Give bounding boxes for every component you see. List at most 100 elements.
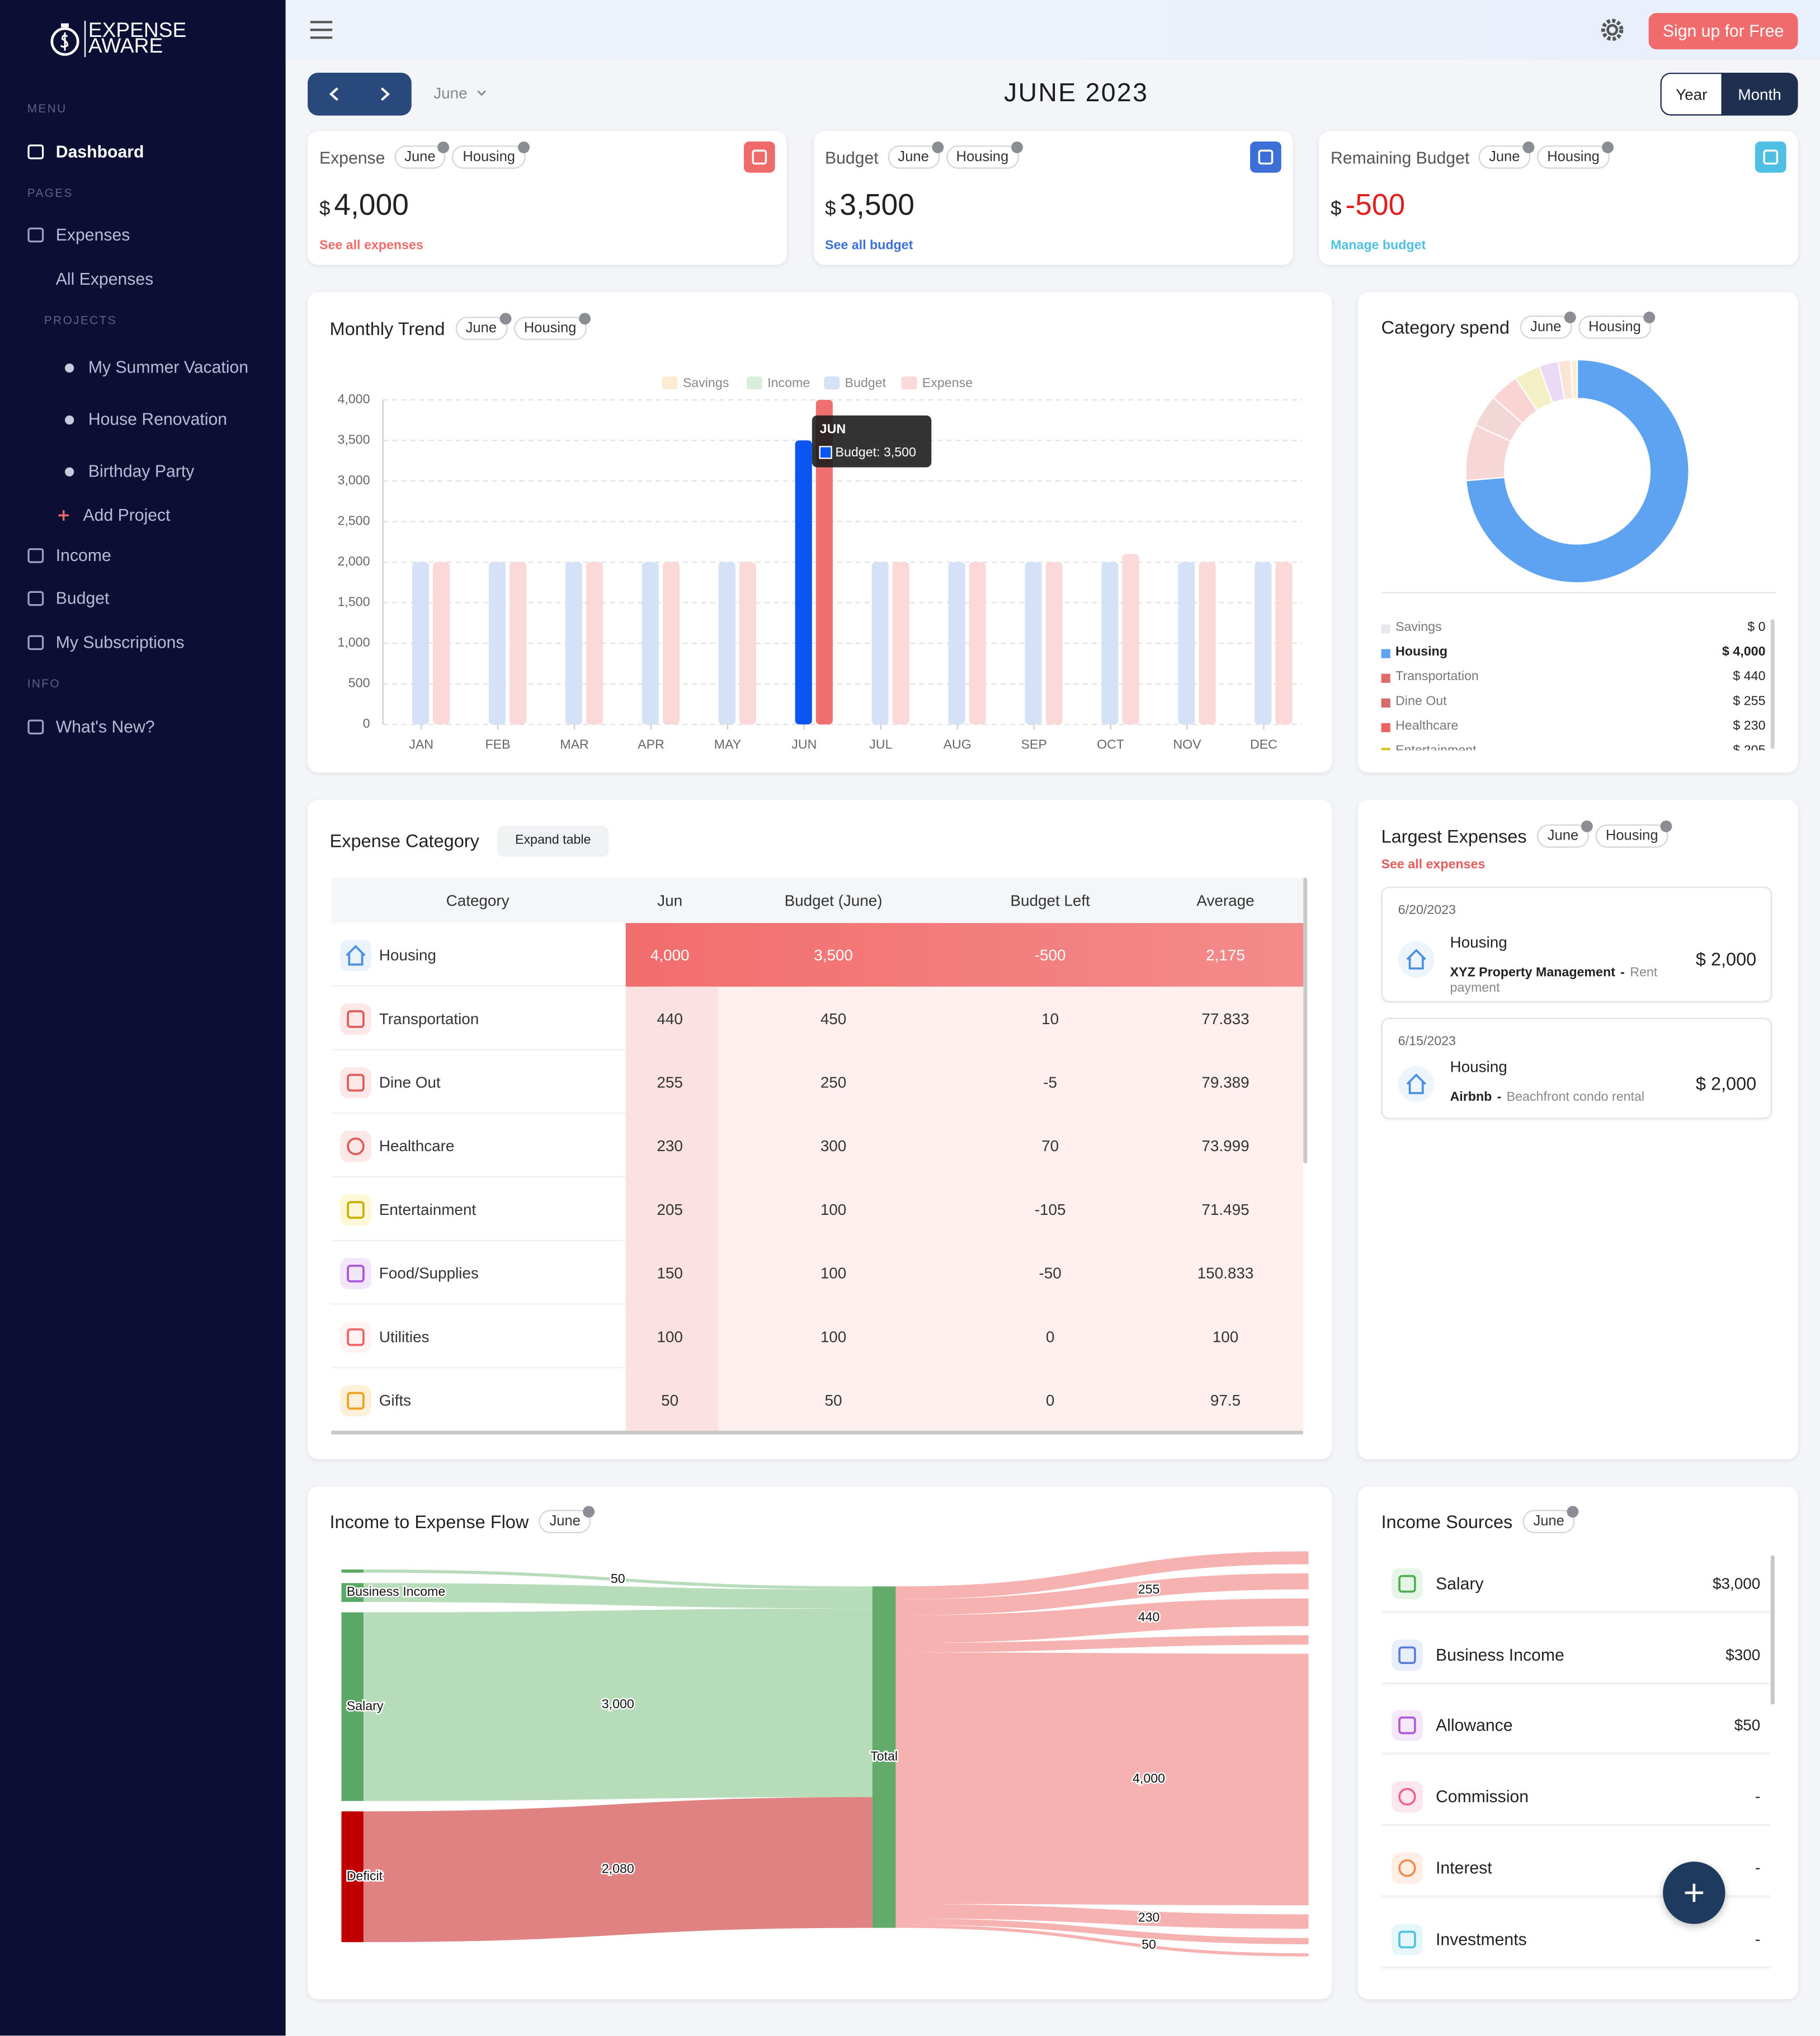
glyph xyxy=(1763,149,1779,165)
legend-label: Entertainment xyxy=(1395,744,1477,751)
tooltip-title: JUN xyxy=(820,421,846,436)
filter-chip[interactable]: June xyxy=(394,141,450,169)
nav-item[interactable]: Budget xyxy=(55,588,110,608)
legend-swatch xyxy=(901,376,917,390)
divider xyxy=(1381,592,1776,593)
card-link[interactable]: Manage budget xyxy=(1330,239,1426,253)
card-icon xyxy=(1249,141,1281,173)
filter-chip[interactable]: Housing xyxy=(1578,312,1656,339)
category-icon xyxy=(340,1002,371,1034)
filter-chip[interactable]: June xyxy=(455,313,511,341)
currency: $ xyxy=(824,197,836,220)
source-row[interactable]: Commission - xyxy=(1381,1768,1771,1826)
add-button[interactable] xyxy=(1663,1861,1725,1924)
add-icon xyxy=(58,510,69,521)
source-node xyxy=(341,1811,364,1943)
source-icon xyxy=(1392,1710,1423,1742)
legend-swatch xyxy=(662,376,678,390)
link-label: 230 xyxy=(1138,1910,1160,1924)
source-icon-bg xyxy=(1392,1568,1423,1600)
jun-cell xyxy=(625,1177,718,1241)
menu-button xyxy=(310,21,333,39)
filter-chip[interactable]: Housing xyxy=(945,141,1024,169)
flow-link xyxy=(895,1573,1309,1615)
nav-item[interactable]: Add Project xyxy=(83,505,171,525)
currency: $ xyxy=(1330,197,1342,220)
nav-item[interactable]: All Expenses xyxy=(55,268,154,289)
nav-item[interactable]: Income xyxy=(55,545,111,565)
card-label: Remaining Budget xyxy=(1330,147,1470,167)
summary-card: Remaining Budget June Housing $ -500 Manage b… xyxy=(1319,131,1798,265)
source-icon-bg xyxy=(1392,1710,1423,1742)
category-icon-glyph xyxy=(347,1073,365,1091)
filter-chip[interactable]: Housing xyxy=(452,141,530,169)
y-tick-label: 2,000 xyxy=(337,554,370,568)
project-item[interactable]: My Summer Vacation xyxy=(88,357,248,377)
nav-item[interactable]: Dashboard xyxy=(55,142,144,162)
expand-button[interactable]: Expand table xyxy=(497,826,609,857)
card-header: Largest Expenses June Housing xyxy=(1381,820,1673,848)
year-toggle[interactable]: Year xyxy=(1660,72,1723,116)
amount: -500 xyxy=(1345,187,1406,221)
filter-chip[interactable]: June xyxy=(1478,141,1534,169)
x-tick-label: SEP xyxy=(1021,737,1046,751)
filter-chip[interactable]: Housing xyxy=(1595,820,1673,848)
month-toggle[interactable]: Month xyxy=(1721,72,1798,116)
filter-chip[interactable]: Housing xyxy=(1536,141,1615,169)
nav-item[interactable]: My Subscriptions xyxy=(55,632,185,652)
x-tick-label: JAN xyxy=(409,737,433,751)
table-header xyxy=(331,877,1304,923)
filter-chip[interactable]: June xyxy=(539,1506,595,1534)
expense-item[interactable]: 6/20/2023 Housing XYZ Property Management -… xyxy=(1381,887,1772,1002)
project-item[interactable]: Birthday Party xyxy=(88,461,195,481)
bar xyxy=(815,399,833,725)
filter-chip[interactable]: June xyxy=(887,141,943,169)
table-cell: 100 xyxy=(820,1264,847,1282)
topbar xyxy=(285,0,1820,60)
source-icon-glyph xyxy=(1398,1859,1416,1877)
source-row[interactable]: Interest - xyxy=(1381,1839,1771,1897)
signup-button[interactable]: Sign up for Free xyxy=(1648,13,1798,50)
amount: 3,500 xyxy=(840,187,914,221)
filter-chip[interactable]: June xyxy=(1520,312,1576,339)
y-tick-label: 3,500 xyxy=(337,432,370,447)
category-icon-glyph xyxy=(347,1137,365,1155)
filter-chip[interactable]: June xyxy=(1537,820,1593,848)
source-row[interactable]: Business Income $300 xyxy=(1381,1626,1771,1684)
filter-chip[interactable]: June xyxy=(1522,1506,1579,1534)
source-row[interactable]: Investments - xyxy=(1381,1910,1771,1968)
expense-desc: Airbnb - Beachfront condo rental xyxy=(1450,1091,1684,1106)
source-row[interactable]: Salary $3,000 xyxy=(1381,1556,1771,1613)
category-card: Category spend June Housing Savings $ 0 Housi… xyxy=(1357,292,1798,772)
category-icon xyxy=(340,1257,371,1289)
filter-chip[interactable]: Housing xyxy=(513,313,591,341)
table-cell: 150.833 xyxy=(1197,1264,1254,1282)
y-tick-label: 3,000 xyxy=(337,473,370,487)
project-item[interactable]: House Renovation xyxy=(88,409,228,429)
legend-label: Dine Out xyxy=(1395,694,1447,709)
card-link[interactable]: See all expenses xyxy=(319,239,423,253)
nav-item[interactable]: What's New? xyxy=(55,717,155,737)
signup-label: Sign up for Free xyxy=(1662,21,1784,41)
flow-link xyxy=(363,1608,873,1801)
logo-ring xyxy=(50,27,79,56)
source-list: Salary $3,000 Business Income $300 Allowance… xyxy=(1381,1556,1771,2000)
expense-item[interactable]: 6/15/2023 Housing Airbnb - Beachfront condo … xyxy=(1381,1017,1772,1119)
v-scrollbar xyxy=(1770,1555,1775,1705)
source-row[interactable]: Allowance $50 xyxy=(1381,1697,1771,1755)
x-tick-label: MAR xyxy=(560,737,589,751)
menu-heading: PAGES xyxy=(27,186,73,200)
see-all-link[interactable]: See all expenses xyxy=(1381,858,1486,873)
card-label: Budget xyxy=(824,147,879,167)
nav-item[interactable]: Expenses xyxy=(55,224,130,244)
y-tick-label: 2,500 xyxy=(337,513,370,528)
source-name: Allowance xyxy=(1435,1715,1513,1736)
card-link[interactable]: See all budget xyxy=(824,239,913,253)
period-nav[interactable] xyxy=(308,72,412,116)
month-select[interactable]: June xyxy=(433,84,468,102)
category-icon-bg xyxy=(340,1384,371,1416)
flow-link xyxy=(895,1635,1309,1653)
row-cells xyxy=(718,1304,1304,1369)
card-label: Expense xyxy=(319,147,385,167)
table-cell: 100 xyxy=(1212,1327,1239,1346)
